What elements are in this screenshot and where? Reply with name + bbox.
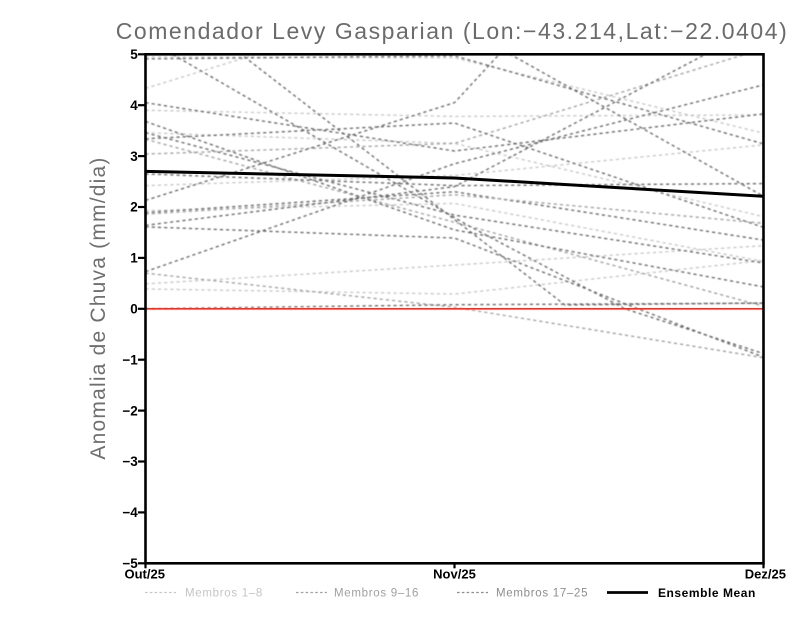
svg-text:Anomalia de Chuva (mm/dia): Anomalia de Chuva (mm/dia) bbox=[87, 156, 110, 459]
svg-text:Out/25: Out/25 bbox=[125, 567, 165, 582]
svg-text:Ensemble Mean: Ensemble Mean bbox=[658, 586, 756, 600]
svg-text:Comendador Levy Gasparian (Lon: Comendador Levy Gasparian (Lon:−43.214,L… bbox=[116, 18, 789, 44]
svg-text:Membros 17–25: Membros 17–25 bbox=[496, 588, 588, 600]
svg-text:−4: −4 bbox=[122, 505, 138, 520]
svg-text:−5: −5 bbox=[122, 556, 138, 571]
svg-text:4: 4 bbox=[130, 98, 138, 113]
svg-text:−1: −1 bbox=[122, 352, 138, 367]
svg-text:0: 0 bbox=[130, 302, 138, 317]
svg-text:3: 3 bbox=[130, 149, 138, 164]
svg-text:2: 2 bbox=[130, 200, 138, 215]
svg-text:1: 1 bbox=[130, 251, 138, 266]
svg-text:5: 5 bbox=[130, 47, 138, 62]
svg-text:Membros 1–8: Membros 1–8 bbox=[185, 588, 263, 600]
svg-text:Membros 9–16: Membros 9–16 bbox=[334, 588, 419, 600]
svg-text:Nov/25: Nov/25 bbox=[433, 567, 476, 582]
svg-text:−3: −3 bbox=[122, 454, 138, 469]
svg-text:Dez/25: Dez/25 bbox=[745, 567, 786, 582]
svg-text:−2: −2 bbox=[122, 403, 137, 418]
